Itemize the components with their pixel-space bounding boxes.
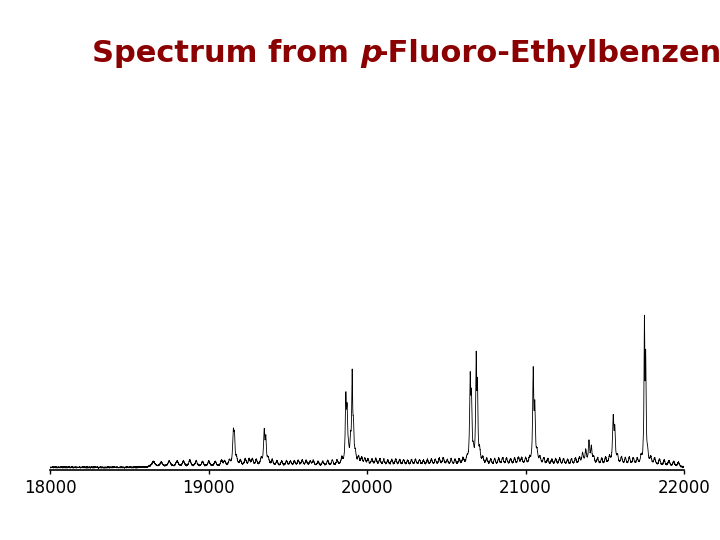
Text: -Fluoro-Ethylbenzene: -Fluoro-Ethylbenzene <box>375 39 720 69</box>
Text: Laboratory of Molecular Spectroscopy & Nano Materials, Pusan National University: Laboratory of Molecular Spectroscopy & N… <box>0 514 720 528</box>
Text: p: p <box>360 39 382 69</box>
Text: Spectrum from: Spectrum from <box>92 39 360 69</box>
